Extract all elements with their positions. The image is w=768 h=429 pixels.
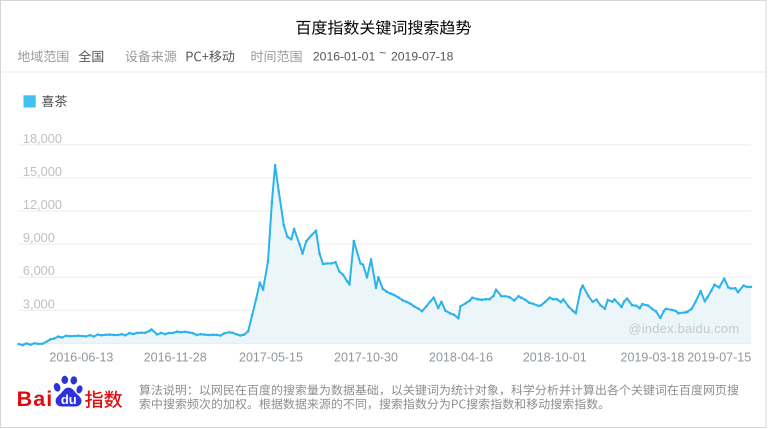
svg-text:2017-10-30: 2017-10-30 <box>334 350 398 364</box>
svg-text:12,000: 12,000 <box>23 197 62 212</box>
svg-text:6,000: 6,000 <box>23 263 55 278</box>
svg-text:3,000: 3,000 <box>23 296 55 311</box>
svg-text:2019-07-18: 2019-07-18 <box>391 50 454 64</box>
svg-text:15,000: 15,000 <box>23 164 62 179</box>
svg-text:2019-07-15: 2019-07-15 <box>687 350 751 364</box>
svg-text:du: du <box>61 392 77 407</box>
svg-text:9,000: 9,000 <box>23 230 55 245</box>
svg-text:2016-11-28: 2016-11-28 <box>144 350 207 364</box>
svg-text:2019-03-18: 2019-03-18 <box>621 350 685 364</box>
svg-text:Bai: Bai <box>17 387 54 411</box>
svg-text:2016-06-13: 2016-06-13 <box>49 350 113 364</box>
svg-text:2018-10-01: 2018-10-01 <box>523 350 587 364</box>
svg-text:2016-01-01: 2016-01-01 <box>313 50 376 64</box>
svg-text:@index.baidu.com: @index.baidu.com <box>628 321 739 336</box>
svg-text:2018-04-16: 2018-04-16 <box>429 350 493 364</box>
svg-text:2017-05-15: 2017-05-15 <box>239 350 303 364</box>
svg-text:18,000: 18,000 <box>23 131 62 146</box>
svg-text:~: ~ <box>379 46 386 60</box>
